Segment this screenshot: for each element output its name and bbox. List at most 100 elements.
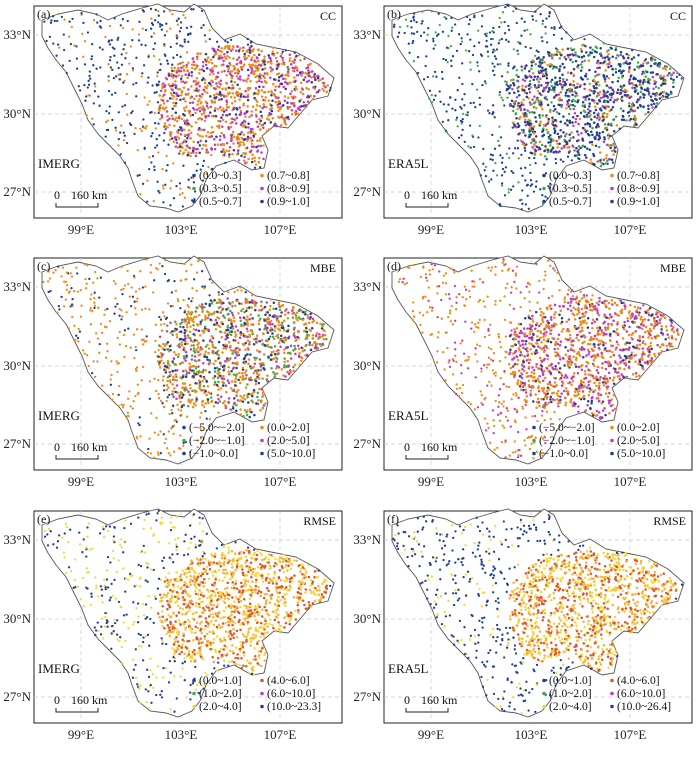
station-point xyxy=(172,101,175,105)
station-point xyxy=(235,116,239,120)
station-point xyxy=(245,320,249,323)
station-point xyxy=(398,25,402,29)
station-point xyxy=(579,111,583,114)
station-point xyxy=(312,75,316,78)
station-point xyxy=(427,27,430,30)
station-point xyxy=(152,456,156,459)
station-point xyxy=(212,323,216,326)
station-point xyxy=(542,127,545,130)
station-point xyxy=(638,83,642,87)
station-point xyxy=(562,115,565,118)
station-point xyxy=(529,184,532,187)
station-point xyxy=(214,106,217,110)
station-point xyxy=(567,318,571,321)
station-point xyxy=(295,73,299,77)
station-point xyxy=(563,80,567,84)
station-point xyxy=(485,39,488,43)
station-point xyxy=(295,311,299,314)
station-point xyxy=(120,53,123,56)
station-point xyxy=(430,94,433,97)
station-point xyxy=(247,74,250,77)
station-point xyxy=(222,374,225,378)
station-point xyxy=(510,99,514,102)
station-point xyxy=(587,383,590,387)
station-point xyxy=(263,58,266,61)
station-point xyxy=(140,308,144,311)
station-point xyxy=(112,76,116,80)
station-point xyxy=(263,99,267,102)
station-point xyxy=(199,437,203,440)
station-point xyxy=(593,89,596,93)
station-point xyxy=(56,43,60,46)
station-point xyxy=(172,56,175,59)
station-point xyxy=(114,305,117,308)
station-point xyxy=(210,400,213,404)
station-point xyxy=(222,95,226,98)
station-point xyxy=(592,85,595,88)
station-point xyxy=(666,95,669,98)
station-point xyxy=(228,56,231,59)
station-point xyxy=(232,350,235,353)
station-point xyxy=(177,128,180,132)
station-point xyxy=(179,93,183,97)
station-point xyxy=(581,329,584,332)
station-point xyxy=(240,289,243,292)
station-point xyxy=(460,107,463,110)
station-point xyxy=(262,102,265,106)
station-point xyxy=(583,83,586,86)
station-point xyxy=(283,309,287,313)
station-point xyxy=(646,87,649,90)
station-point xyxy=(196,133,200,136)
station-point xyxy=(567,87,570,91)
station-point xyxy=(93,90,97,93)
station-point xyxy=(200,78,204,82)
station-point xyxy=(274,372,278,376)
station-point xyxy=(491,133,494,137)
station-point xyxy=(594,108,598,112)
station-point xyxy=(612,100,616,104)
station-point xyxy=(534,185,538,188)
station-point xyxy=(244,297,248,301)
station-point xyxy=(158,366,162,369)
station-point xyxy=(595,116,599,120)
station-point xyxy=(83,40,87,43)
station-point xyxy=(676,71,679,75)
station-point xyxy=(542,123,546,127)
station-point xyxy=(588,141,592,144)
station-point xyxy=(650,347,653,351)
station-point xyxy=(527,207,530,210)
station-point xyxy=(163,322,166,326)
station-point xyxy=(593,343,596,346)
station-point xyxy=(242,394,246,397)
station-point xyxy=(192,347,196,350)
station-point xyxy=(622,62,625,65)
station-point xyxy=(419,34,423,38)
station-point xyxy=(254,163,258,166)
station-point xyxy=(244,348,247,351)
station-point xyxy=(569,58,572,61)
station-point xyxy=(93,82,96,85)
station-point xyxy=(108,320,112,323)
station-point xyxy=(588,68,591,72)
station-point xyxy=(216,369,220,372)
station-point xyxy=(209,318,212,321)
station-point xyxy=(203,328,206,332)
station-point xyxy=(242,124,246,127)
station-point xyxy=(226,326,230,329)
station-point xyxy=(625,376,629,379)
station-point xyxy=(247,401,250,404)
station-point xyxy=(131,38,134,42)
station-point xyxy=(146,179,149,182)
station-point xyxy=(419,275,422,279)
station-point xyxy=(96,337,100,340)
station-point xyxy=(638,339,642,342)
station-point xyxy=(163,108,166,111)
station-point xyxy=(404,18,408,21)
station-point xyxy=(636,92,640,95)
station-point xyxy=(541,72,545,76)
station-point xyxy=(422,31,426,34)
station-point xyxy=(543,61,546,64)
station-point xyxy=(653,324,656,328)
station-point xyxy=(246,98,250,102)
station-point xyxy=(490,37,493,41)
